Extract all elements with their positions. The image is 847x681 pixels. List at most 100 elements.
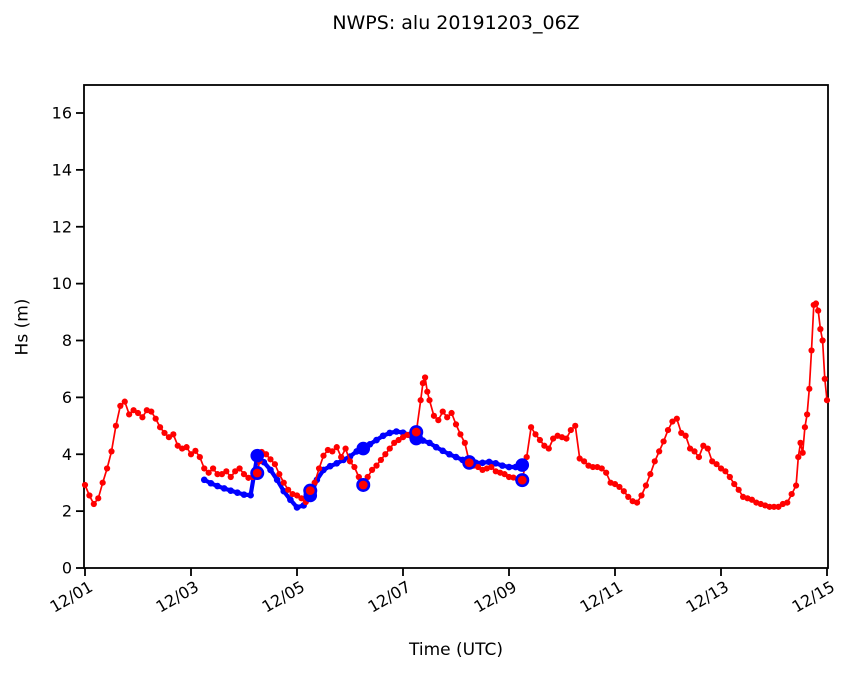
observation-point-marker (775, 503, 782, 510)
observation-point-marker (161, 429, 168, 437)
observation-point-marker (134, 409, 142, 417)
observation-point-marker (201, 465, 208, 472)
observation-point-marker (165, 434, 173, 441)
observation-point-marker (669, 418, 676, 425)
observation-point-marker (152, 415, 159, 422)
observation-point-marker (457, 431, 464, 438)
model-point-marker (200, 476, 208, 484)
observation-point-marker (633, 499, 641, 506)
observation-point-marker (461, 439, 468, 446)
observation-point-marker (722, 468, 729, 475)
plot-border (83, 84, 829, 569)
model-point-marker (446, 450, 453, 458)
observation-point-marker (86, 492, 93, 499)
observation-point-marker (709, 458, 716, 465)
observation-point-marker (329, 448, 336, 455)
model-point-marker (214, 482, 221, 490)
observation-point-marker (262, 451, 270, 458)
observation-point-marker (664, 426, 672, 434)
observation-point-marker (704, 445, 711, 452)
observation-point-marker (792, 482, 800, 489)
observation-point-marker (620, 488, 627, 495)
observation-point-marker (576, 455, 583, 462)
model-point-marker (207, 479, 215, 487)
observation-point-marker (174, 442, 181, 449)
x-tick-label: 12/11 (577, 577, 626, 617)
model-point-marker (439, 447, 447, 455)
observation-point-marker (660, 438, 667, 445)
model-point-marker (247, 491, 254, 499)
observation-point-marker (536, 436, 544, 444)
observation-point-marker (156, 424, 164, 431)
observation-point-marker (795, 453, 802, 461)
observation-point-marker (611, 481, 619, 488)
observation-point-marker (214, 471, 221, 478)
observation-point-marker (567, 426, 574, 434)
observation-point-marker (444, 414, 451, 421)
observations-series (81, 300, 831, 510)
observation-point-marker (117, 402, 124, 410)
observation-point-marker (523, 453, 530, 461)
observation-point-marker (682, 432, 689, 439)
observation-point-marker (391, 439, 398, 446)
observation-point-marker (572, 422, 579, 429)
y-tick-label: 2 (62, 502, 72, 521)
observation-point-marker (218, 471, 226, 478)
observation-point-marker (333, 444, 340, 451)
observation-point-marker (801, 424, 809, 431)
observation-point-marker (452, 421, 460, 428)
observation-point-marker (267, 456, 274, 463)
model-point-marker (479, 459, 486, 467)
model-point-marker (379, 432, 387, 440)
observation-point-marker (804, 411, 811, 418)
observation-point-marker (377, 456, 385, 464)
observation-point-marker (448, 409, 455, 417)
model-point-marker (293, 504, 301, 511)
observation-point-marker (311, 479, 318, 486)
model-point-marker (373, 436, 380, 444)
observation-point-marker (355, 473, 362, 481)
observation-point-marker (183, 444, 190, 451)
observation-point-marker (731, 481, 738, 488)
model-verification-dot (356, 441, 371, 456)
observation-point-marker (426, 397, 433, 404)
x-tick-label: 12/15 (789, 577, 838, 617)
x-tick-label: 12/01 (47, 577, 96, 617)
observation-point-marker (638, 492, 645, 499)
observation-point-marker (187, 451, 195, 458)
observation-point-marker (95, 495, 102, 502)
model-point-marker (333, 460, 341, 467)
observation-point-marker (770, 503, 778, 510)
chart-title: NWPS: alu 20191203_06Z (332, 12, 580, 34)
observation-point-marker (293, 492, 301, 499)
observation-point-marker (527, 424, 535, 431)
observation-point-marker (421, 374, 429, 381)
observation-point-marker (656, 448, 663, 455)
obs-verification-dot (464, 458, 474, 468)
observation-point-marker (351, 463, 358, 471)
observation-point-marker (488, 463, 495, 471)
observation-point-marker (700, 442, 707, 449)
observation-point-marker (223, 468, 230, 475)
observation-point-marker (346, 458, 354, 465)
observation-point-marker (121, 398, 128, 405)
observation-point-marker (99, 479, 106, 486)
y-tick-label: 12 (52, 217, 72, 236)
observation-point-marker (717, 465, 725, 472)
y-tick-label: 6 (62, 388, 72, 407)
observation-point-marker (419, 380, 426, 387)
model-point-marker (220, 485, 228, 492)
observation-point-marker (439, 408, 446, 415)
observation-point-marker (368, 466, 376, 473)
obs-verification-dot (305, 486, 315, 496)
obs-verification-dot (358, 480, 368, 490)
observation-point-marker (209, 465, 217, 472)
observation-point-marker (823, 397, 831, 404)
observation-point-marker (338, 453, 345, 461)
model-point-marker (426, 439, 433, 447)
observation-point-marker (625, 493, 632, 501)
x-tick-label: 12/09 (471, 577, 520, 617)
observation-point-marker (541, 442, 548, 449)
observation-point-marker (806, 385, 813, 392)
observation-point-marker (285, 486, 292, 493)
